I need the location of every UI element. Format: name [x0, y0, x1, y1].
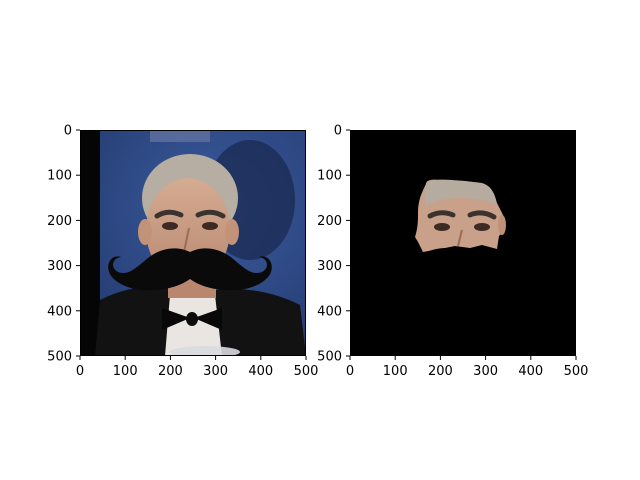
right-image-axes: 0 100 200 300 400 500 0 100 200 300 400 500 — [317, 124, 588, 380]
right-axes-frame — [350, 130, 576, 356]
right-ytick-label: 100 — [317, 169, 342, 184]
left-xtick-label: 300 — [203, 364, 228, 379]
right-xtick-label: 400 — [518, 364, 543, 379]
right-xtick-label: 500 — [564, 364, 589, 379]
mustache — [108, 248, 272, 291]
left-xtick-label: 500 — [294, 364, 319, 379]
right-ytick-label: 400 — [317, 304, 342, 319]
left-xtick-label: 400 — [248, 364, 273, 379]
left-ytick-label: 200 — [47, 214, 72, 229]
left-xtick-label: 200 — [158, 364, 183, 379]
right-ytick-label: 300 — [317, 259, 342, 274]
left-ticks: 0 100 200 300 400 500 0 100 200 300 400 500 — [47, 124, 318, 380]
left-ytick-label: 400 — [47, 304, 72, 319]
left-xtick-label: 0 — [76, 364, 84, 379]
left-ytick-label: 300 — [47, 259, 72, 274]
right-xtick-label: 200 — [428, 364, 453, 379]
right-image — [350, 130, 576, 356]
left-image-axes: 0 100 200 300 400 500 0 100 200 300 400 500 — [47, 124, 318, 380]
left-ytick-label: 0 — [64, 124, 72, 139]
left-image — [80, 130, 306, 356]
right-xtick-label: 0 — [346, 364, 354, 379]
right-xtick-label: 300 — [473, 364, 498, 379]
right-ticks: 0 100 200 300 400 500 0 100 200 300 400 500 — [317, 124, 588, 380]
right-ytick-label: 0 — [334, 124, 342, 139]
left-ytick-label: 500 — [47, 350, 72, 365]
right-xtick-label: 100 — [383, 364, 408, 379]
left-ytick-label: 100 — [47, 169, 72, 184]
left-axes-frame — [80, 130, 306, 356]
right-ytick-label: 500 — [317, 350, 342, 365]
left-xtick-label: 100 — [113, 364, 138, 379]
right-ytick-label: 200 — [317, 214, 342, 229]
